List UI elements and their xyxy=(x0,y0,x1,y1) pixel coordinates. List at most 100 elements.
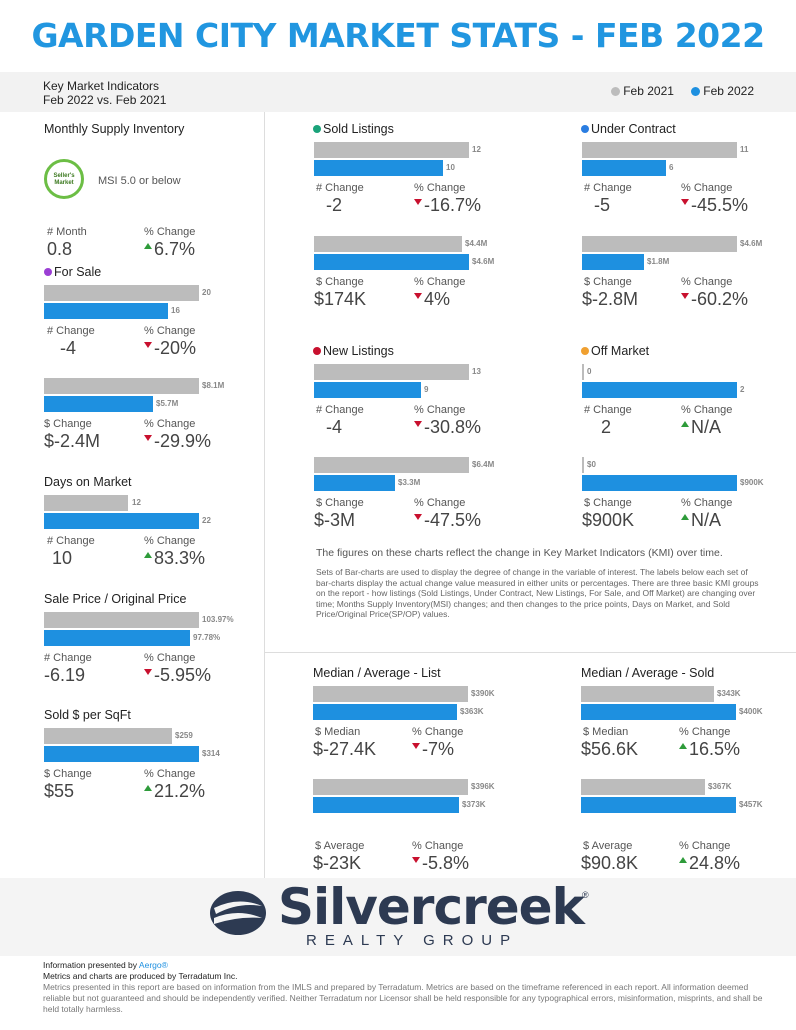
bar-label: $367K xyxy=(708,782,732,791)
footer: Information presented by Aergo® Metrics … xyxy=(43,960,763,1015)
bullet-icon xyxy=(44,268,52,276)
bar-2022 xyxy=(582,475,737,491)
bar-2021 xyxy=(582,142,737,158)
bar-label: 9 xyxy=(424,385,429,394)
bar-2022 xyxy=(581,704,736,720)
kmi-detail: Sets of Bar-charts are used to display t… xyxy=(316,567,759,619)
bar-label: $4.4M xyxy=(465,239,488,248)
change-label: # Change xyxy=(47,535,95,547)
msi-value: 0.8 xyxy=(47,239,73,259)
pct-value: N/A xyxy=(681,417,721,438)
bar-2021 xyxy=(313,686,468,702)
bar-label: $259 xyxy=(175,731,193,740)
pct-label: % Change xyxy=(412,840,464,852)
bullet-icon xyxy=(313,347,321,355)
change-value: $90.8K xyxy=(581,853,639,873)
bar-label: 10 xyxy=(446,163,455,172)
pct-label: % Change xyxy=(681,497,733,509)
down-arrow-icon xyxy=(144,342,152,348)
pct-text: N/A xyxy=(691,417,722,437)
compare-label: Feb 2022 vs. Feb 2021 xyxy=(43,93,167,107)
pct-label: % Change xyxy=(414,276,466,288)
up-arrow-icon xyxy=(679,743,687,749)
legend-item-2022: Feb 2022 xyxy=(691,84,754,98)
down-arrow-icon xyxy=(681,293,689,299)
bar-label: 13 xyxy=(472,367,481,376)
up-arrow-icon xyxy=(144,785,152,791)
pct-label: % Change xyxy=(144,325,196,337)
change-label: # Change xyxy=(316,182,364,194)
bar-label: $6.4M xyxy=(472,460,495,469)
change-value: -6.19 xyxy=(44,665,86,685)
bar-2022 xyxy=(44,513,199,529)
bar-label: $0 xyxy=(587,460,596,469)
change-value: $-23K xyxy=(313,853,362,873)
aergo-link[interactable]: Aergo® xyxy=(138,960,168,970)
bar-label: $400K xyxy=(739,707,763,716)
pct-value: 16.5% xyxy=(679,739,740,760)
pct-label: % Change xyxy=(412,726,464,738)
presented-text: Information presented by xyxy=(43,960,139,970)
pct-label: % Change xyxy=(414,182,466,194)
change-value: 2 xyxy=(601,417,612,437)
pct-value: -45.5% xyxy=(681,195,748,216)
pct-label: % Change xyxy=(144,535,196,547)
section-label: Off Market xyxy=(591,344,650,358)
section-label: Under Contract xyxy=(591,122,676,136)
change-label: # Change xyxy=(584,182,632,194)
change-label: $ Average xyxy=(583,840,633,852)
pct-text: -16.7% xyxy=(424,195,482,215)
median-list-title: Median / Average - List xyxy=(313,666,441,680)
change-label: # Change xyxy=(47,325,95,337)
pct-label: % Change xyxy=(414,497,466,509)
section-label: For Sale xyxy=(54,265,102,279)
report-header: GARDEN CITY MARKET STATS - FEB 2022 xyxy=(0,0,796,72)
disclaimer: Metrics presented in this report are bas… xyxy=(43,982,763,1014)
bar-label: $1.8M xyxy=(647,257,670,266)
bar-label: $363K xyxy=(460,707,484,716)
divider xyxy=(264,652,796,653)
for-sale-title: For Sale xyxy=(44,265,101,279)
change-label: # Change xyxy=(316,404,364,416)
pct-text: 21.2% xyxy=(154,781,206,801)
bar-label: 16 xyxy=(171,306,180,315)
pct-value: 21.2% xyxy=(144,781,205,802)
bar-label: $390K xyxy=(471,689,495,698)
bar-2022 xyxy=(582,382,737,398)
pct-text: -20% xyxy=(154,338,197,358)
legend-label: Feb 2021 xyxy=(623,84,674,98)
bar-2022 xyxy=(314,475,395,491)
down-arrow-icon xyxy=(144,435,152,441)
company-logo: Silvercreek ® REALTY GROUP xyxy=(208,878,608,954)
change-value: $55 xyxy=(44,781,75,801)
bar-label: 2 xyxy=(740,385,745,394)
change-value: $-3M xyxy=(314,510,356,530)
down-arrow-icon xyxy=(144,669,152,675)
bar-label: $4.6M xyxy=(472,257,495,266)
bar-label: $396K xyxy=(471,782,495,791)
bar-label: $4.6M xyxy=(740,239,763,248)
bar-label: 20 xyxy=(202,288,211,297)
down-arrow-icon xyxy=(414,199,422,205)
legend-dot xyxy=(691,87,701,96)
legend: Feb 2021 Feb 2022 xyxy=(597,84,754,98)
up-arrow-icon xyxy=(144,552,152,558)
median-sold-title: Median / Average - Sold xyxy=(581,666,715,680)
dom-title: Days on Market xyxy=(44,475,132,489)
msi-pct-text: 6.7% xyxy=(154,239,196,259)
bar-2021 xyxy=(314,236,462,252)
change-value: $-2.8M xyxy=(582,289,639,309)
bullet-icon xyxy=(581,347,589,355)
bar-label: 22 xyxy=(202,516,211,525)
bar-2022 xyxy=(44,396,153,412)
pct-text: N/A xyxy=(691,510,722,530)
bar-2021 xyxy=(314,457,469,473)
pct-label: % Change xyxy=(681,276,733,288)
up-arrow-icon xyxy=(144,243,152,249)
pct-text: -45.5% xyxy=(691,195,749,215)
bar-2022 xyxy=(44,746,199,762)
bar-2021 xyxy=(44,285,199,301)
pct-value: -20% xyxy=(144,338,196,359)
bar-label: $457K xyxy=(739,800,763,809)
logo-band xyxy=(0,878,796,956)
